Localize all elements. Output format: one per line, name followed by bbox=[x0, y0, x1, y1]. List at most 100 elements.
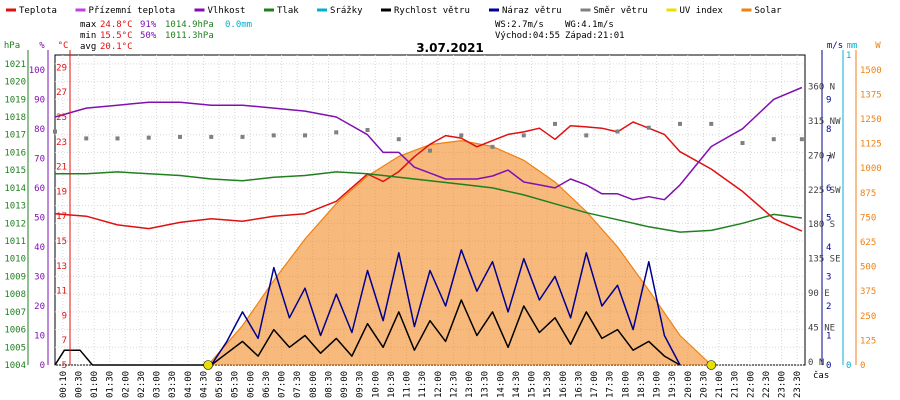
ms-tick-4: 4 bbox=[826, 243, 831, 253]
hpa-tick-4: 1008 bbox=[4, 290, 26, 300]
dir-point-7 bbox=[271, 133, 276, 138]
x-tick-label-46: 23:00 bbox=[778, 371, 788, 398]
series-solar-line bbox=[207, 139, 712, 366]
ms-tick-5: 5 bbox=[826, 213, 831, 223]
legend-label-0: Teplota bbox=[19, 6, 57, 16]
hpa-tick-10: 1014 bbox=[4, 184, 26, 194]
dir-point-17 bbox=[584, 133, 589, 138]
stat-ws: WS:2.7m/s bbox=[495, 20, 544, 30]
x-tick-label-14: 07:00 bbox=[278, 371, 288, 398]
w-tick-11: 1375 bbox=[860, 90, 882, 100]
ms-tick-6: 6 bbox=[826, 184, 831, 194]
uv-marker-1 bbox=[706, 360, 717, 370]
x-tick-label-4: 02:00 bbox=[121, 371, 131, 398]
x-tick-label-7: 03:30 bbox=[168, 371, 178, 398]
temp-tick-11: 27 bbox=[56, 88, 67, 98]
stat-max_rain: 0.0mm bbox=[225, 20, 252, 30]
legend-label-6: Náraz větru bbox=[502, 6, 562, 16]
dir-tick-6: 270 W bbox=[808, 151, 836, 161]
w-tick-8: 1000 bbox=[860, 164, 882, 174]
temp-tick-9: 23 bbox=[56, 138, 67, 148]
ms-tick-0: 0 bbox=[826, 361, 831, 371]
hpa-tick-13: 1017 bbox=[4, 131, 26, 141]
x-tick-label-10: 05:00 bbox=[215, 371, 225, 398]
x-axis-label: čas bbox=[813, 370, 829, 381]
dir-tick-8: 360 N bbox=[808, 82, 835, 92]
legend-label-3: Tlak bbox=[277, 6, 299, 16]
pct-tick-2: 20 bbox=[34, 302, 45, 312]
x-tick-label-0: 00:10 bbox=[59, 371, 69, 398]
ms-tick-1: 1 bbox=[826, 331, 831, 341]
dir-point-20 bbox=[678, 121, 682, 126]
x-tick-label-9: 04:30 bbox=[199, 371, 209, 398]
pct-tick-3: 30 bbox=[34, 272, 45, 282]
x-tick-label-33: 16:30 bbox=[574, 371, 584, 398]
stat-sunset: Západ:21:01 bbox=[565, 31, 625, 41]
w-tick-10: 1250 bbox=[860, 115, 882, 125]
w-axis-unit: W bbox=[875, 41, 881, 51]
x-tick-label-8: 04:00 bbox=[184, 371, 194, 398]
legend-label-2: Vlhkost bbox=[208, 6, 246, 16]
w-tick-2: 250 bbox=[860, 312, 876, 322]
dir-point-13 bbox=[459, 133, 464, 138]
x-tick-label-23: 11:30 bbox=[418, 371, 428, 398]
dir-point-3 bbox=[146, 135, 151, 140]
w-tick-0: 0 bbox=[860, 361, 865, 371]
x-tick-label-34: 17:00 bbox=[590, 371, 600, 398]
series-line-1 bbox=[54, 86, 803, 201]
pct-tick-4: 40 bbox=[34, 243, 45, 253]
legend-label-9: Solar bbox=[755, 6, 783, 16]
x-tick-label-27: 13:30 bbox=[481, 371, 491, 398]
dir-tick-1: 45 NE bbox=[808, 324, 835, 334]
x-tick-label-12: 06:00 bbox=[246, 371, 256, 398]
x-tick-label-39: 19:30 bbox=[668, 371, 678, 398]
dir-point-10 bbox=[365, 128, 370, 133]
dir-point-19 bbox=[646, 125, 651, 130]
hpa-tick-11: 1015 bbox=[4, 166, 26, 176]
x-tick-label-41: 20:30 bbox=[699, 371, 709, 398]
temp-tick-1: 7 bbox=[62, 336, 67, 346]
stat-min_temp: 15.5°C bbox=[100, 31, 133, 41]
x-tick-label-45: 22:30 bbox=[762, 371, 772, 398]
w-tick-9: 1125 bbox=[860, 140, 882, 150]
stat-max_temp: 24.8°C bbox=[100, 20, 133, 30]
axes-layer: 00:10 00:30 01:00 01:30 02:00 02:30 03:00 03:30… bbox=[4, 41, 882, 398]
w-tick-1: 125 bbox=[860, 336, 876, 346]
x-tick-label-42: 21:00 bbox=[715, 371, 725, 398]
dir-point-14 bbox=[490, 144, 495, 149]
x-tick-label-13: 06:30 bbox=[262, 371, 272, 398]
dir-point-12 bbox=[428, 148, 432, 153]
x-tick-label-5: 02:30 bbox=[137, 371, 147, 398]
dir-point-21 bbox=[709, 121, 714, 126]
pct-tick-8: 80 bbox=[34, 125, 45, 135]
legend-label-1: Přízemní teplota bbox=[89, 6, 176, 16]
legend: Teplota Přízemní teplota Vlhkost Tlak Srážky… bbox=[6, 6, 782, 16]
x-tick-label-29: 14:30 bbox=[512, 371, 522, 398]
x-tick-label-25: 12:30 bbox=[449, 371, 459, 398]
pct-axis-unit: % bbox=[39, 41, 45, 51]
temp-tick-5: 15 bbox=[56, 237, 67, 247]
ms-tick-2: 2 bbox=[826, 302, 831, 312]
series-line-0 bbox=[54, 121, 803, 232]
temp-axis-unit: °C bbox=[58, 41, 69, 51]
series-line-4 bbox=[54, 299, 681, 366]
w-tick-12: 1500 bbox=[860, 66, 882, 76]
dir-point-6 bbox=[240, 134, 245, 139]
dir-tick-7: 315 NW bbox=[808, 117, 841, 127]
legend-label-5: Rychlost větru bbox=[394, 6, 470, 16]
x-tick-label-19: 09:30 bbox=[356, 371, 366, 398]
hpa-tick-6: 1010 bbox=[4, 255, 26, 265]
mm-tick-1: 1 bbox=[846, 51, 851, 61]
x-tick-label-28: 14:00 bbox=[496, 371, 506, 398]
x-tick-label-24: 12:00 bbox=[434, 371, 444, 398]
dir-tick-0: 0 N bbox=[808, 358, 824, 368]
dir-point-16 bbox=[553, 121, 557, 126]
dir-point-22 bbox=[740, 141, 745, 146]
dir-point-5 bbox=[209, 134, 214, 139]
mm-tick-0: 0 bbox=[846, 361, 851, 371]
hpa-tick-8: 1012 bbox=[4, 219, 26, 229]
hpa-axis-unit: hPa bbox=[4, 41, 20, 51]
series-line-5 bbox=[210, 249, 681, 366]
stat-avg_temp: 20.1°C bbox=[100, 42, 133, 52]
